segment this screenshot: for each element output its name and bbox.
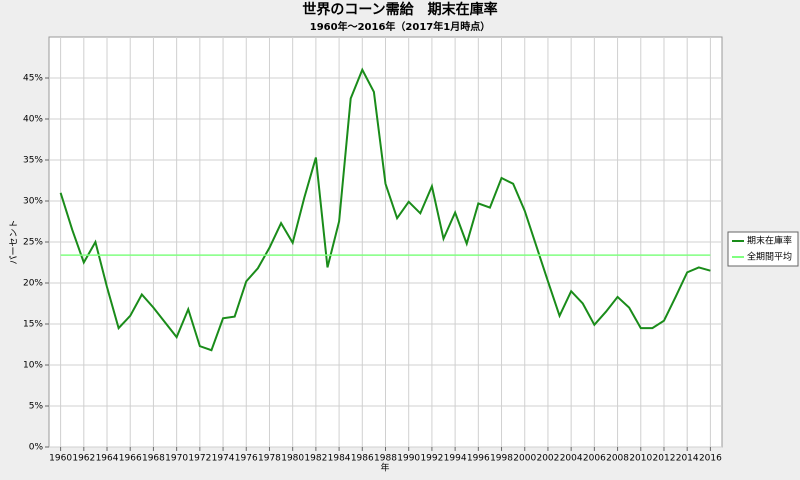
x-tick-label: 1976 (235, 454, 258, 464)
x-tick-label: 1968 (142, 454, 165, 464)
x-tick-label: 1980 (281, 454, 304, 464)
y-tick-label: 30% (23, 197, 43, 207)
y-tick-label: 15% (23, 320, 43, 330)
x-tick-label: 1982 (304, 454, 327, 464)
x-tick-label: 1966 (119, 454, 142, 464)
x-tick-label: 1996 (467, 454, 490, 464)
x-tick-label: 2010 (629, 454, 652, 464)
y-tick-label: 45% (23, 74, 43, 84)
x-tick-label: 1994 (444, 454, 467, 464)
x-tick-label: 2008 (606, 454, 629, 464)
y-tick-label: 35% (23, 156, 43, 166)
y-tick-label: 25% (23, 238, 43, 248)
x-tick-label: 1960 (49, 454, 72, 464)
x-tick-label: 2014 (676, 454, 699, 464)
y-tick-label: 10% (23, 361, 43, 371)
x-tick-label: 1970 (165, 454, 188, 464)
x-tick-label: 1974 (212, 454, 235, 464)
x-tick-label: 2006 (583, 454, 606, 464)
x-tick-label: 1988 (374, 454, 397, 464)
y-tick-label: 20% (23, 279, 43, 289)
chart-subtitle: 1960年～2016年（2017年1月時点） (310, 20, 490, 33)
legend-label: 期末在庫率 (747, 235, 792, 247)
x-tick-label: 1990 (397, 454, 420, 464)
x-tick-label: 1992 (420, 454, 443, 464)
x-tick-label: 1964 (96, 454, 119, 464)
data-line (59, 67, 711, 352)
legend-label: 全期間平均 (747, 251, 792, 263)
y-tick-label: 5% (29, 402, 44, 412)
x-tick-label: 1962 (72, 454, 95, 464)
x-tick-label: 2002 (536, 454, 559, 464)
x-tick-label: 2016 (699, 454, 722, 464)
x-tick-label: 2000 (513, 454, 536, 464)
x-tick-label: 1984 (328, 454, 351, 464)
y-tick-label: 0% (29, 443, 44, 453)
x-tick-label: 2012 (653, 454, 676, 464)
legend-box (727, 231, 799, 267)
y-axis-label: パーセント (9, 219, 20, 264)
x-tick-label: 1998 (490, 454, 513, 464)
y-tick-label: 40% (23, 115, 43, 125)
x-axis-label: 年 (380, 462, 389, 474)
chart-title: 世界のコーン需給 期末在庫率 (302, 1, 497, 18)
x-tick-label: 1972 (188, 454, 211, 464)
x-tick-label: 1978 (258, 454, 281, 464)
x-tick-label: 2004 (560, 454, 583, 464)
x-tick-label: 1986 (351, 454, 374, 464)
